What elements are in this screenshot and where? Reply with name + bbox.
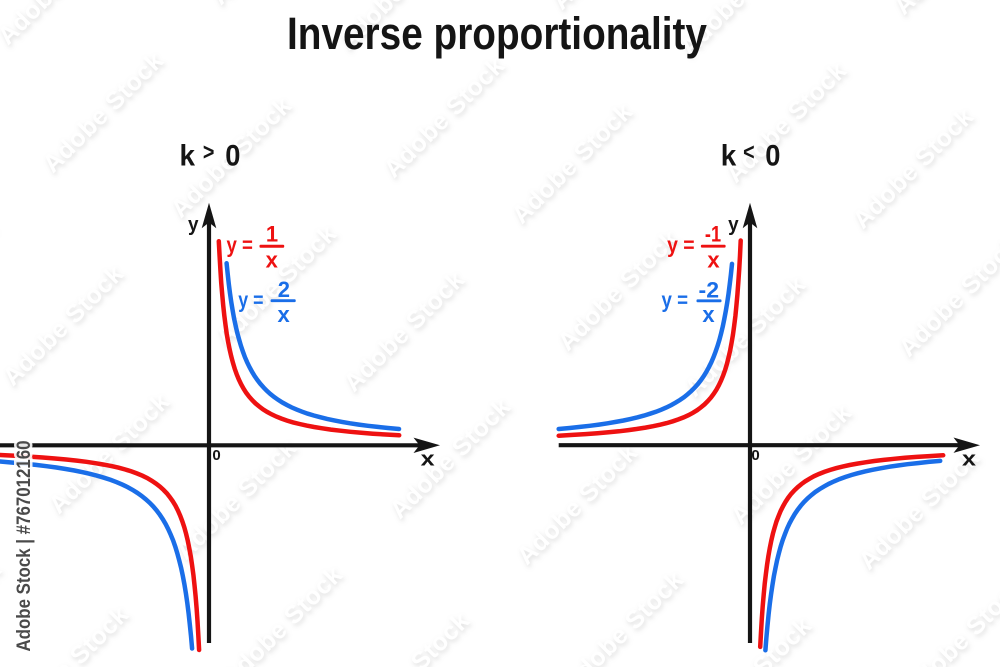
svg-text:y: y xyxy=(188,214,199,236)
svg-text:>: > xyxy=(203,139,215,166)
svg-text:1: 1 xyxy=(266,222,278,247)
svg-text:0: 0 xyxy=(751,447,759,464)
svg-text:y =: y = xyxy=(667,233,695,258)
svg-text:x: x xyxy=(702,302,715,327)
svg-text:<: < xyxy=(743,139,755,166)
svg-text:0: 0 xyxy=(212,447,220,464)
svg-text:k: k xyxy=(721,139,737,172)
svg-text:y =: y = xyxy=(662,288,689,313)
svg-text:-2: -2 xyxy=(699,277,720,302)
svg-text:x: x xyxy=(421,448,435,470)
svg-text:x: x xyxy=(277,302,290,327)
svg-text:y =: y = xyxy=(227,233,253,258)
svg-text:-1: -1 xyxy=(705,222,721,247)
svg-text:Adobe Stock | #767012160: Adobe Stock | #767012160 xyxy=(14,441,35,652)
svg-text:k: k xyxy=(180,139,196,172)
svg-text:x: x xyxy=(707,247,720,272)
svg-text:x: x xyxy=(962,448,976,470)
svg-text:x: x xyxy=(266,247,279,272)
svg-text:0: 0 xyxy=(225,139,240,172)
svg-text:0: 0 xyxy=(765,139,780,172)
svg-text:Adobe Stock | #767012160: Adobe Stock | #767012160 xyxy=(14,441,35,652)
svg-text:y =: y = xyxy=(238,288,263,313)
svg-text:Inverse proportionality: Inverse proportionality xyxy=(287,8,707,59)
svg-text:2: 2 xyxy=(278,277,290,302)
svg-text:y: y xyxy=(728,214,739,236)
